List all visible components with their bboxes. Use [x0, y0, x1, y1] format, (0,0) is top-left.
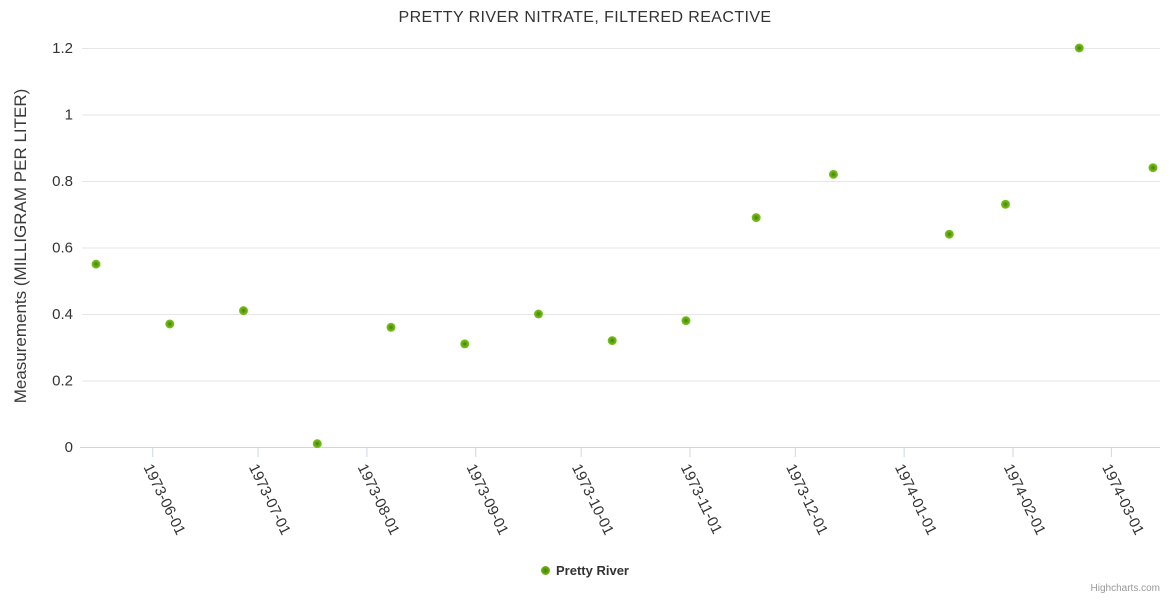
- y-axis-label: 0.6: [52, 240, 73, 257]
- data-point[interactable]: [460, 339, 470, 349]
- y-axis-label: 1: [65, 107, 73, 124]
- y-axis-label: 0: [65, 439, 73, 456]
- x-axis-label: 1974-02-01: [1000, 461, 1049, 537]
- legend-item-pretty-river[interactable]: Pretty River: [541, 563, 629, 578]
- x-axis-label: 1973-09-01: [463, 461, 512, 537]
- data-point[interactable]: [681, 316, 691, 326]
- data-point[interactable]: [1148, 163, 1158, 173]
- data-point[interactable]: [607, 336, 617, 346]
- data-point[interactable]: [944, 229, 954, 239]
- x-axis-label: 1974-03-01: [1098, 461, 1147, 537]
- data-point[interactable]: [1074, 43, 1084, 53]
- highcharts-credits-link[interactable]: Highcharts.com: [1090, 583, 1160, 594]
- y-axis-label: 0.8: [52, 173, 73, 190]
- data-point[interactable]: [751, 213, 761, 223]
- x-axis-label: 1973-11-01: [677, 461, 725, 536]
- data-point[interactable]: [533, 309, 543, 319]
- data-point[interactable]: [312, 439, 322, 449]
- x-axis-label: 1973-08-01: [354, 461, 403, 537]
- x-axis-label: 1973-07-01: [245, 461, 294, 537]
- y-axis-label: 1.2: [52, 40, 73, 57]
- legend: Pretty River: [541, 563, 629, 578]
- legend-label: Pretty River: [556, 563, 629, 578]
- chart-title: PRETTY RIVER NITRATE, FILTERED REACTIVE: [398, 9, 772, 26]
- data-point[interactable]: [165, 319, 175, 329]
- x-axis-label: 1974-01-01: [891, 461, 940, 537]
- legend-marker-icon: [541, 566, 551, 575]
- x-axis-label: 1973-06-01: [140, 461, 189, 537]
- y-axis-label: 0.4: [52, 306, 73, 323]
- data-point[interactable]: [386, 322, 396, 332]
- y-axis-label: 0.2: [52, 373, 73, 390]
- data-point[interactable]: [1000, 199, 1010, 209]
- data-point[interactable]: [239, 306, 249, 316]
- x-axis-label: 1973-12-01: [782, 461, 831, 537]
- data-point[interactable]: [91, 259, 101, 269]
- data-point[interactable]: [828, 169, 838, 179]
- x-axis-label: 1973-10-01: [568, 461, 617, 537]
